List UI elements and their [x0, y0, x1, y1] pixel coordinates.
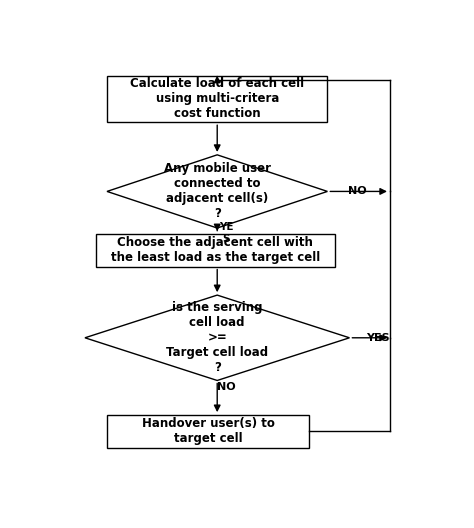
Text: is the serving
cell load
>=
Target cell load
?: is the serving cell load >= Target cell …	[166, 301, 268, 374]
FancyBboxPatch shape	[96, 234, 335, 267]
Text: Any mobile user
connected to
adjacent cell(s)
?: Any mobile user connected to adjacent ce…	[164, 163, 271, 220]
FancyBboxPatch shape	[107, 76, 328, 122]
Text: NO: NO	[347, 186, 366, 196]
Polygon shape	[85, 295, 349, 381]
FancyBboxPatch shape	[107, 415, 309, 448]
Polygon shape	[107, 155, 328, 228]
Text: NO: NO	[217, 382, 236, 392]
Text: Choose the adjacent cell with
the least load as the target cell: Choose the adjacent cell with the least …	[111, 237, 320, 265]
Text: YES: YES	[366, 333, 390, 343]
Text: Calculate load of each cell
using multi-critera
cost function: Calculate load of each cell using multi-…	[130, 78, 304, 120]
Text: YE
S: YE S	[219, 222, 234, 244]
Text: Handover user(s) to
target cell: Handover user(s) to target cell	[142, 417, 274, 445]
